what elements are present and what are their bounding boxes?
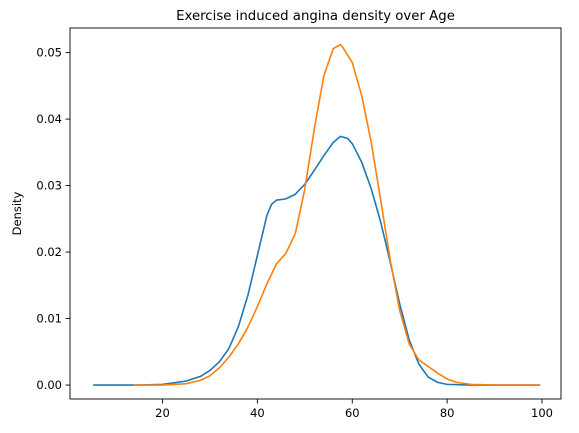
x-tick-label: 80 — [440, 406, 455, 420]
x-tick-label: 100 — [531, 406, 553, 420]
y-tick-label: 0.03 — [36, 179, 62, 193]
x-tick-label: 40 — [250, 406, 265, 420]
x-tick-label: 20 — [155, 406, 170, 420]
plot-frame — [69, 27, 562, 400]
series-line-1 — [92, 135, 541, 386]
chart-title: Exercise induced angina density over Age — [176, 9, 455, 24]
y-tick-label: 0.04 — [36, 112, 62, 126]
y-axis-label: Density — [10, 191, 24, 235]
y-tick-label: 0.01 — [36, 312, 62, 326]
x-tick-label: 60 — [345, 406, 360, 420]
y-tick-label: 0.02 — [36, 245, 62, 259]
series-layer — [92, 43, 541, 386]
y-tick-label: 0.00 — [36, 378, 62, 392]
series-line-2 — [133, 43, 541, 386]
tick-layer: 20 40 60 80 100 0.00 0.01 0.02 0.03 0.04 0.05 — [36, 46, 553, 420]
y-tick-label: 0.05 — [36, 46, 62, 60]
